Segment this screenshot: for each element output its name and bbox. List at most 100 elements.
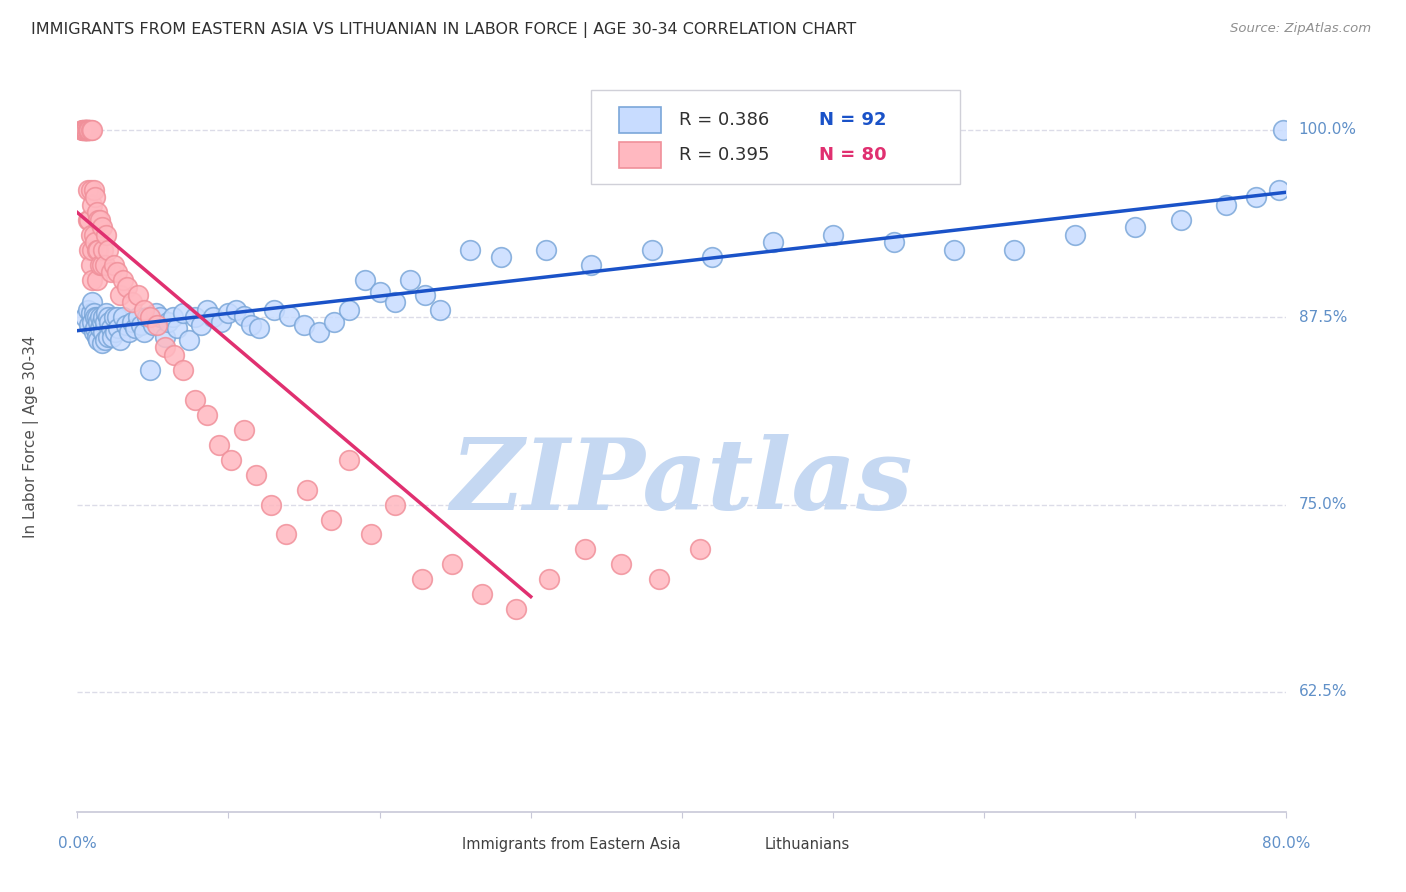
Point [132, 325, 155, 339]
Point [98, 315, 121, 329]
Point [87, 333, 110, 347]
Point [360, 527, 382, 541]
Point [458, 243, 481, 257]
Text: R = 0.386: R = 0.386 [679, 112, 769, 129]
Point [1268, 183, 1291, 197]
Point [89, 212, 111, 227]
Point [93, 258, 115, 272]
Text: 75.0%: 75.0% [1299, 497, 1347, 512]
Point [127, 310, 149, 325]
Point [89, 310, 111, 325]
Point [84, 320, 107, 334]
Point [153, 329, 176, 343]
Text: In Labor Force | Age 30-34: In Labor Force | Age 30-34 [24, 335, 39, 539]
Point [86, 329, 108, 343]
Point [82, 273, 104, 287]
Point [821, 227, 844, 242]
Point [80, 306, 103, 320]
Point [368, 285, 391, 299]
Point [82, 123, 104, 137]
Text: R = 0.395: R = 0.395 [679, 146, 770, 164]
Point [225, 302, 247, 317]
Point [94, 227, 117, 242]
Point [121, 315, 143, 329]
FancyBboxPatch shape [730, 834, 756, 855]
Text: Source: ZipAtlas.com: Source: ZipAtlas.com [1230, 22, 1371, 36]
Point [1064, 227, 1087, 242]
Point [93, 315, 115, 329]
Point [103, 258, 125, 272]
Point [232, 423, 254, 437]
Point [104, 325, 127, 339]
Text: 62.5%: 62.5% [1299, 684, 1347, 699]
Point [172, 306, 194, 320]
Point [124, 320, 146, 334]
Point [96, 310, 118, 325]
Point [79, 123, 101, 137]
Point [384, 295, 406, 310]
Point [1246, 190, 1268, 204]
Point [172, 362, 194, 376]
Point [89, 320, 111, 334]
Point [80, 258, 103, 272]
Point [441, 558, 464, 572]
Point [337, 302, 360, 317]
FancyBboxPatch shape [619, 107, 661, 133]
Point [84, 310, 107, 325]
Point [90, 258, 112, 272]
Point [157, 315, 180, 329]
Point [641, 243, 664, 257]
Text: IMMIGRANTS FROM EASTERN ASIA VS LITHUANIAN IN LABOR FORCE | AGE 30-34 CORRELATIO: IMMIGRANTS FROM EASTERN ASIA VS LITHUANI… [31, 22, 856, 38]
Point [86, 243, 108, 257]
Point [114, 318, 136, 332]
Point [73, 123, 96, 137]
Point [505, 602, 527, 616]
Point [883, 235, 905, 250]
Point [77, 212, 100, 227]
Point [82, 243, 104, 257]
Point [153, 340, 176, 354]
Point [1215, 198, 1237, 212]
Point [411, 573, 433, 587]
Point [100, 320, 122, 334]
Point [77, 302, 100, 317]
Point [87, 212, 110, 227]
Point [77, 123, 100, 137]
Text: 100.0%: 100.0% [1299, 122, 1357, 137]
Point [135, 310, 157, 325]
Point [91, 310, 114, 325]
Point [107, 320, 129, 334]
Point [184, 392, 207, 407]
Point [77, 183, 100, 197]
Point [121, 295, 143, 310]
Point [190, 318, 212, 332]
Point [232, 309, 254, 323]
Point [83, 306, 105, 320]
Text: Immigrants from Eastern Asia: Immigrants from Eastern Asia [461, 838, 681, 852]
Point [73, 123, 96, 137]
Point [93, 333, 115, 347]
Point [292, 318, 315, 332]
Point [79, 318, 101, 332]
Point [610, 558, 633, 572]
Point [278, 309, 301, 323]
Point [87, 315, 110, 329]
Point [1123, 220, 1146, 235]
Point [82, 198, 104, 212]
Point [80, 183, 103, 197]
Point [179, 333, 201, 347]
Point [1170, 212, 1192, 227]
Point [82, 295, 104, 310]
Point [762, 235, 785, 250]
Point [146, 318, 169, 332]
Point [648, 573, 671, 587]
Point [337, 452, 360, 467]
Text: Lithuanians: Lithuanians [763, 838, 849, 852]
Text: ZIPatlas: ZIPatlas [451, 434, 912, 530]
Text: N = 80: N = 80 [818, 146, 886, 164]
Point [1272, 123, 1295, 137]
Point [413, 287, 436, 301]
FancyBboxPatch shape [619, 142, 661, 169]
Point [75, 123, 97, 137]
Point [162, 310, 184, 325]
